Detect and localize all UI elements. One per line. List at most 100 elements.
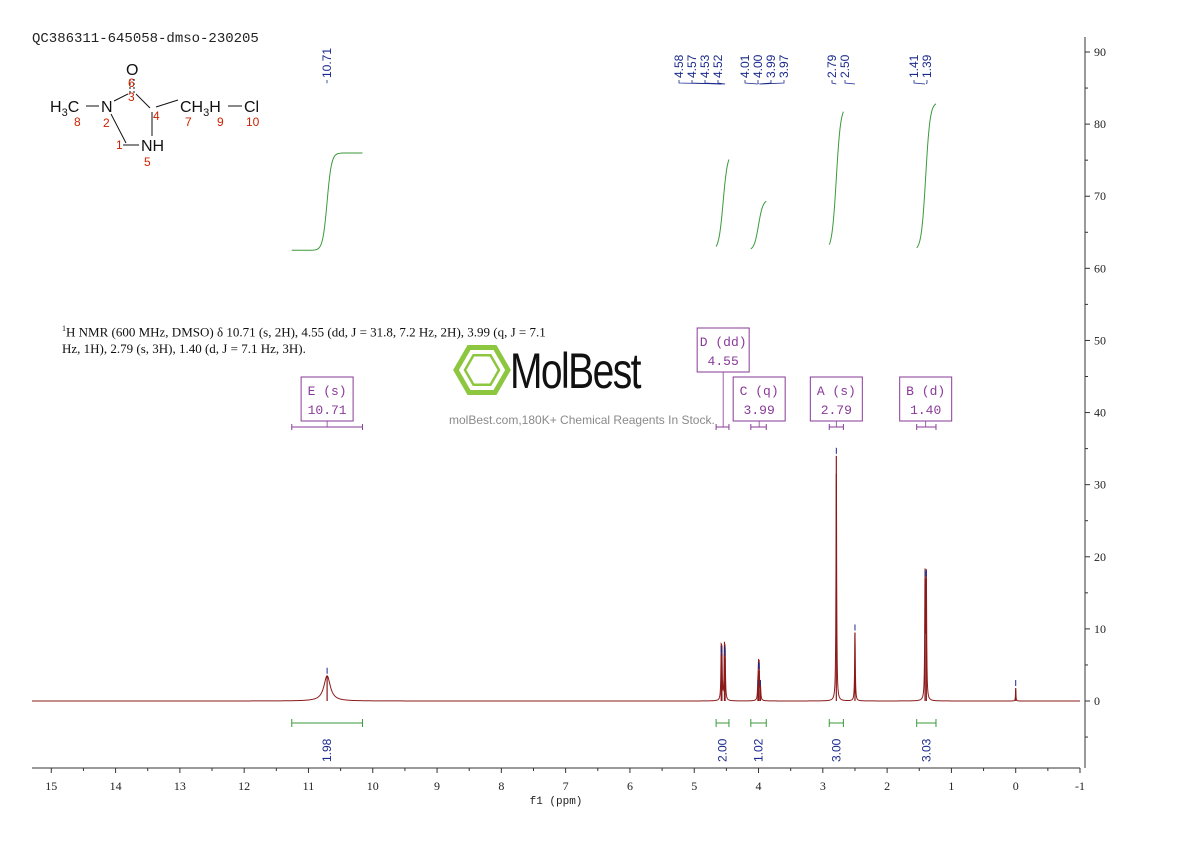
atom-nh: NH — [141, 138, 164, 155]
molbest-logo-text: MolBest — [510, 343, 642, 399]
atom-number-10: 10 — [246, 115, 260, 129]
peak-label: 1.39 — [920, 54, 934, 78]
y-tick-label: 10 — [1094, 622, 1106, 636]
x-tick-label: 5 — [691, 779, 697, 793]
nmr-summary: 1H NMR (600 MHz, DMSO) δ 10.71 (s, 2H), … — [62, 320, 622, 357]
y-tick-label: 60 — [1094, 261, 1106, 275]
multiplet-box-frame — [696, 327, 750, 373]
integral-value: 2.00 — [716, 738, 730, 762]
multiplet-box-frame — [732, 376, 786, 422]
multiplet-box: C (q) 3.99 — [732, 376, 786, 430]
peak-label: 3.99 — [764, 54, 778, 78]
x-tick-label: 0 — [1013, 779, 1019, 793]
multiplet-shift: 3.99 — [744, 403, 775, 418]
spectrum-trace — [32, 447, 1080, 702]
x-tick-label: 1 — [948, 779, 954, 793]
peak-leader-line — [926, 80, 928, 85]
integral-value: 3.03 — [919, 738, 933, 762]
y-tick-label: 30 — [1094, 478, 1106, 492]
peak-label: 4.00 — [751, 54, 765, 78]
multiplet-box: A (s) 2.79 — [809, 376, 863, 430]
atom-number-3: 3 — [128, 90, 135, 104]
atom-methyl-h3c: H3C — [50, 99, 79, 119]
integral-value: 1.98 — [320, 738, 334, 762]
integral-curve — [828, 111, 844, 245]
nmr-isotope-superscript: 1 — [62, 324, 66, 333]
integral-bars: 1.98 2.00 1.02 3.00 3.03 — [291, 719, 937, 762]
multiplet-boxes: E (s) 10.71 D (dd) 4.55C (q) 3.99 A (s) 2.79 B … — [291, 327, 953, 430]
integral-value: 1.02 — [752, 738, 766, 762]
peak-label: 1.41 — [907, 54, 921, 78]
x-tick-label: 10 — [367, 779, 379, 793]
y-tick-label: 50 — [1094, 333, 1106, 347]
sample-id: QC386311-645058-dmso-230205 — [32, 31, 259, 47]
x-tick-label: -1 — [1075, 779, 1085, 793]
bond-c3-c4 — [135, 93, 151, 109]
multiplet-box: B (d) 1.40 — [899, 376, 953, 430]
molbest-logo-icon — [453, 345, 511, 395]
chart-axes: 15 14 13 12 11 10 9 8 7 6 5 4 3 2 1 0 -1f1 (ppm)90807060… — [32, 37, 1106, 808]
nmr-summary-line2: Hz, 1H), 2.79 (s, 3H), 1.40 (d, J = 7.1 … — [62, 341, 306, 357]
multiplet-shift: 1.40 — [910, 403, 941, 418]
x-tick-label: 4 — [756, 779, 762, 793]
peak-label: 4.53 — [698, 54, 712, 78]
atom-oxygen: O — [126, 62, 138, 79]
multiplet-shift: 4.55 — [708, 354, 739, 369]
multiplet-label: C (q) — [740, 384, 779, 399]
spectrum-line — [32, 473, 1080, 702]
atom-number-9: 9 — [217, 115, 224, 129]
peak-leader-line — [844, 80, 856, 85]
peak-label: 4.52 — [711, 54, 725, 78]
multiplet-box: D (dd) 4.55 — [696, 327, 750, 430]
peak-label: 4.58 — [672, 54, 686, 78]
atom-number-5: 5 — [144, 155, 151, 169]
x-tick-label: 9 — [434, 779, 440, 793]
bond-c4-c7 — [155, 99, 179, 108]
atom-number-2: 2 — [103, 116, 110, 130]
integral-value: 3.00 — [829, 738, 843, 762]
x-tick-label: 7 — [563, 779, 569, 793]
multiplet-label: A (s) — [817, 384, 856, 399]
multiplet-label: E (s) — [308, 384, 347, 399]
x-tick-label: 11 — [303, 779, 315, 793]
peak-label: 2.50 — [838, 54, 852, 78]
atom-chlorine: Cl — [244, 99, 259, 116]
y-tick-label: 0 — [1094, 694, 1100, 708]
integral-curves — [291, 103, 937, 251]
peak-label: 4.57 — [685, 54, 699, 78]
peak-label: 4.01 — [738, 54, 752, 78]
atom-numbers: 6 3 4 8 2 7 9 10 1 5 — [74, 76, 260, 169]
integral-curve — [715, 159, 730, 247]
x-tick-label: 15 — [45, 779, 57, 793]
y-tick-label: 20 — [1094, 550, 1106, 564]
bond-n2-c1 — [110, 113, 127, 144]
y-tick-label: 70 — [1094, 189, 1106, 203]
x-tick-label: 12 — [238, 779, 250, 793]
multiplet-box: E (s) 10.71 — [291, 376, 363, 430]
integral-curve — [750, 200, 767, 250]
atom-number-8: 8 — [74, 115, 81, 129]
atom-number-7: 7 — [185, 115, 192, 129]
peak-label: 2.79 — [825, 54, 839, 78]
x-tick-label: 2 — [884, 779, 890, 793]
x-tick-label: 3 — [820, 779, 826, 793]
x-tick-label: 13 — [174, 779, 186, 793]
y-tick-label: 80 — [1094, 117, 1106, 131]
nmr-summary-line1: H NMR (600 MHz, DMSO) δ 10.71 (s, 2H), 4… — [66, 324, 546, 340]
peak-label: 3.97 — [777, 54, 791, 78]
atom-number-1: 1 — [116, 138, 123, 152]
multiplet-label: D (dd) — [700, 335, 747, 350]
atom-number-6: 6 — [128, 76, 135, 90]
y-tick-label: 90 — [1094, 45, 1106, 59]
multiplet-box-frame — [899, 376, 953, 422]
peak-leader-line — [704, 80, 725, 85]
peak-leader-line — [760, 80, 785, 85]
bond-n2-c3 — [113, 93, 129, 102]
x-tick-label: 8 — [498, 779, 504, 793]
y-tick-label: 40 — [1094, 406, 1106, 420]
multiplet-label: B (d) — [906, 384, 945, 399]
integral-curve — [291, 152, 363, 251]
peak-leader-line — [717, 80, 726, 85]
integral-curve — [916, 103, 937, 249]
